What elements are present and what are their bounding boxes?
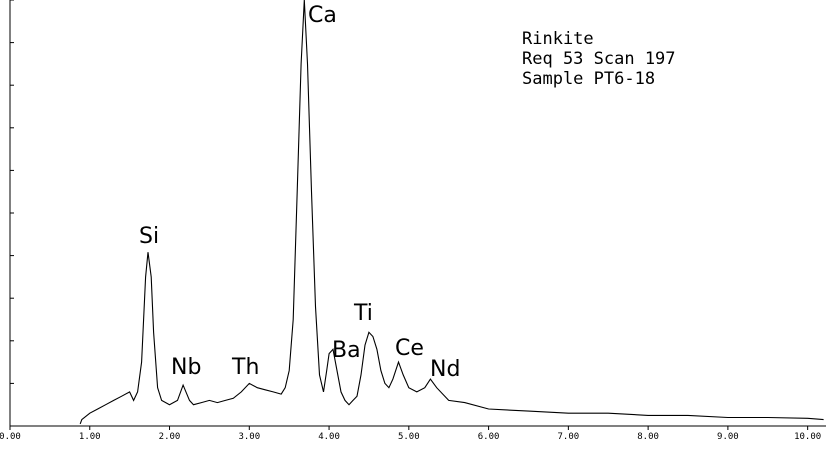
info-line: Sample PT6-18 [522,69,655,89]
x-tick-label: 4.00 [318,432,340,442]
x-tick-label: 10.00 [794,432,821,442]
x-tick-label: 5.00 [398,432,420,442]
x-tick-label: 9.00 [717,432,739,442]
peak-label: Ti [353,301,373,326]
peak-label: Th [231,355,259,380]
peak-label: Nd [430,357,460,382]
peak-label: Ce [395,336,424,361]
x-tick-label: 8.00 [637,432,659,442]
peak-label: Si [139,224,159,249]
peak-label: Nb [171,355,201,380]
info-line: Rinkite [522,29,594,49]
x-tick-label: 6.00 [478,432,500,442]
x-tick-label: 7.00 [558,432,580,442]
x-tick-label: 1.00 [79,432,101,442]
peak-label: Ba [332,338,361,363]
x-tick-label: 2.00 [159,432,181,442]
peak-label: Ca [308,3,337,28]
x-tick-label: 3.00 [238,432,260,442]
spectrum-line [79,0,824,425]
info-line: Req 53 Scan 197 [522,49,676,69]
x-tick-label: 0.00 [0,432,21,442]
